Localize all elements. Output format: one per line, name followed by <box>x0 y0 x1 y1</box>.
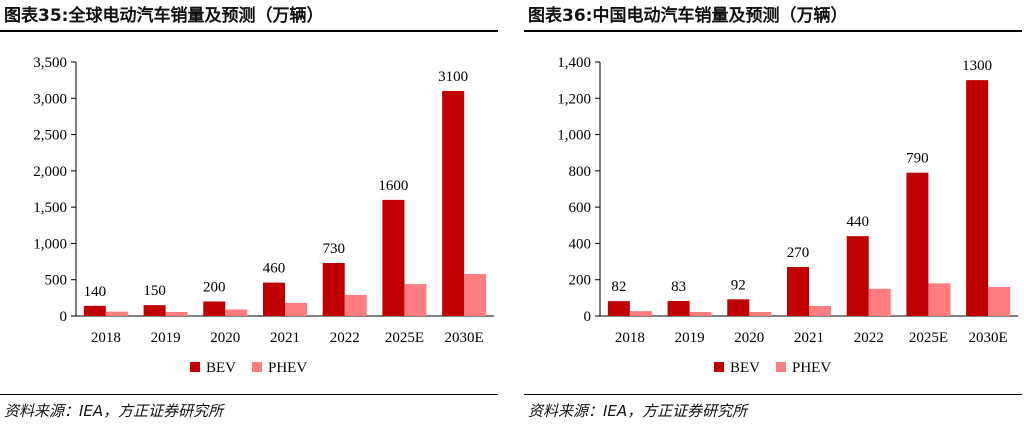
data-label: 200 <box>203 279 226 295</box>
bar-phev <box>225 309 248 316</box>
x-tick-label: 2018 <box>91 330 121 346</box>
y-tick-label: 800 <box>569 164 592 180</box>
y-tick-label: 2,500 <box>33 128 67 144</box>
chart-panel-china: 图表36:中国电动汽车销量及预测（万辆） 0 200 400 600 800 1,000 1… <box>524 0 1022 427</box>
bar-bev <box>382 199 405 316</box>
y-tick-label: 500 <box>45 273 68 289</box>
bar-bev <box>846 236 869 316</box>
x-tick-label: 2020 <box>734 330 764 346</box>
data-label: 83 <box>671 279 686 295</box>
bar-phev <box>868 288 891 316</box>
bar-bev <box>83 305 106 316</box>
data-label: 3100 <box>438 69 468 85</box>
bar-phev <box>165 312 188 316</box>
bar-phev <box>105 311 128 316</box>
x-tick-label: 2019 <box>675 330 705 346</box>
bar-phev <box>344 294 367 316</box>
bar-phev <box>689 312 712 316</box>
legend-swatch-bev <box>714 362 724 372</box>
china-ev-sales-chart: 0 200 400 600 800 1,000 1,200 1,400 82 2018 83 2019… <box>557 55 1018 376</box>
legend-swatch-phev <box>252 362 262 372</box>
bar-phev <box>404 284 427 316</box>
legend: BEV PHEV <box>714 360 831 376</box>
data-label: 1300 <box>962 58 992 74</box>
data-label: 150 <box>143 283 166 299</box>
x-tick-label: 2021 <box>794 330 824 346</box>
global-ev-sales-chart: 0 500 1,000 1,500 2,000 2,500 3,000 3,500 140 201… <box>33 55 494 376</box>
bar-bev <box>966 80 989 316</box>
bar-bev <box>667 300 690 316</box>
bar-bev <box>607 301 630 316</box>
data-label: 460 <box>263 261 286 277</box>
bar-bev <box>322 263 345 316</box>
legend-label-bev: BEV <box>730 360 760 376</box>
chart-title: 图表36:中国电动汽车销量及预测（万辆） <box>528 6 848 26</box>
legend-label-bev: BEV <box>206 360 236 376</box>
y-tick-label: 3,000 <box>33 91 67 107</box>
data-label: 1600 <box>378 178 408 194</box>
bar-phev <box>988 286 1011 316</box>
y-tick-label: 1,000 <box>557 128 591 144</box>
x-tick-label: 2019 <box>151 330 181 346</box>
source-note: 资料来源：IEA，方正证券研究所 <box>528 402 748 420</box>
bar-phev <box>928 283 951 316</box>
data-label: 140 <box>84 284 107 300</box>
data-label: 82 <box>611 279 626 295</box>
bar-phev <box>464 273 487 316</box>
y-tick-label: 0 <box>584 309 592 325</box>
bar-bev <box>906 172 929 316</box>
data-label: 92 <box>731 277 746 293</box>
title-divider <box>524 30 1022 32</box>
bar-bev <box>787 267 809 316</box>
data-label: 440 <box>846 214 869 230</box>
y-tick-label: 1,200 <box>557 91 591 107</box>
x-tick-label: 2021 <box>270 330 300 346</box>
bar-bev <box>203 301 226 316</box>
y-tick-label: 2,000 <box>33 164 67 180</box>
bar-phev <box>629 311 652 316</box>
bar-phev <box>285 302 307 316</box>
y-tick-label: 1,400 <box>557 55 591 71</box>
bar-bev <box>263 282 285 316</box>
legend-swatch-bev <box>190 362 200 372</box>
x-tick-label: 2020 <box>210 330 240 346</box>
source-divider <box>524 394 1022 395</box>
data-label: 270 <box>787 245 810 261</box>
bar-phev <box>749 312 772 316</box>
bar-bev <box>143 305 166 316</box>
bar-bev <box>442 91 465 317</box>
bar-bev <box>727 299 750 316</box>
chart-title: 图表35:全球电动汽车销量及预测（万辆） <box>4 6 324 26</box>
y-tick-label: 1,500 <box>33 200 67 216</box>
data-label: 730 <box>322 241 345 257</box>
legend: BEV PHEV <box>190 360 307 376</box>
y-tick-label: 3,500 <box>33 55 67 71</box>
x-tick-label: 2030E <box>445 330 484 346</box>
legend-label-phev: PHEV <box>268 360 307 376</box>
x-tick-label: 2022 <box>854 330 884 346</box>
x-tick-label: 2025E <box>385 330 424 346</box>
chart-panel-global: 图表35:全球电动汽车销量及预测（万辆） 0 500 1,000 1,500 2,000… <box>0 0 498 427</box>
legend-swatch-phev <box>776 362 786 372</box>
bar-phev <box>809 306 831 316</box>
y-tick-label: 400 <box>569 236 592 252</box>
x-tick-label: 2025E <box>909 330 948 346</box>
source-divider <box>0 394 498 395</box>
y-tick-label: 600 <box>569 200 592 216</box>
y-tick-label: 0 <box>60 309 68 325</box>
data-label: 790 <box>906 151 929 167</box>
y-tick-label: 1,000 <box>33 236 67 252</box>
source-note: 资料来源：IEA，方正证券研究所 <box>4 402 224 420</box>
x-tick-label: 2030E <box>969 330 1008 346</box>
title-divider <box>0 30 498 32</box>
x-tick-label: 2022 <box>330 330 360 346</box>
x-tick-label: 2018 <box>615 330 645 346</box>
legend-label-phev: PHEV <box>792 360 831 376</box>
y-tick-label: 200 <box>569 273 592 289</box>
